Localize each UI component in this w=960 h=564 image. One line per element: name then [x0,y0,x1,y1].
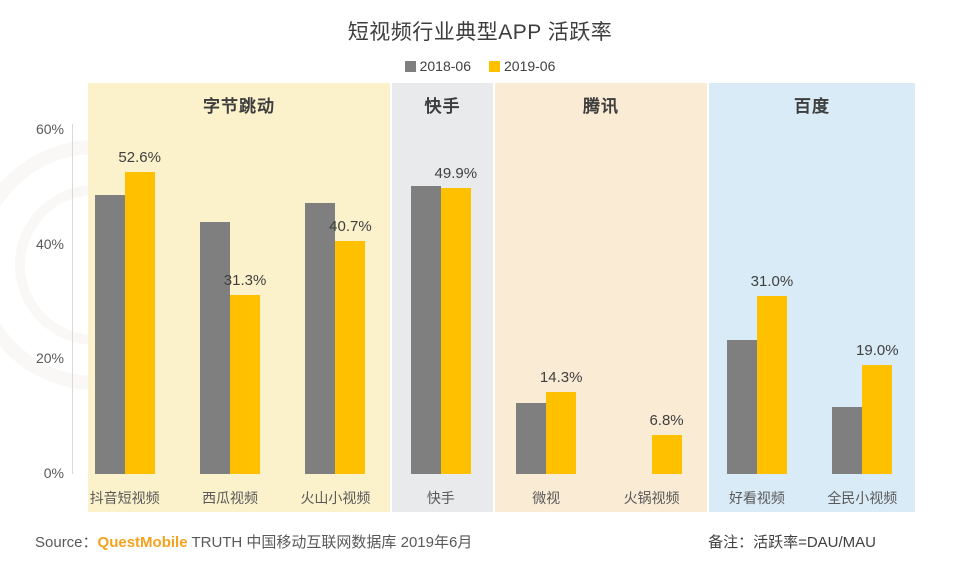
y-tick-label: 40% [35,235,64,252]
bar-2019-好看视频 [756,296,787,474]
bar-2018-好看视频 [726,340,757,474]
value-label: 31.0% [750,273,794,291]
y-tick-label: 0% [43,465,64,481]
x-axis-label: 好看视频 [728,490,785,506]
note-text: 备注：活跃率=DAU/MAU [708,534,876,551]
value-label: 52.6% [118,149,161,167]
source-line: Source：QuestMobile TRUTH 中国移动互联网数据库 2019… [35,531,472,552]
bar-2019-抖音短视频 [124,172,155,474]
bar-2019-微视 [546,392,577,474]
bar-2019-火山小视频 [335,240,366,474]
value-label: 14.3% [539,369,583,387]
y-tick-label: 20% [35,350,64,367]
value-label: 49.9% [434,164,478,182]
bar-2019-全民小视频 [862,365,893,474]
source-rest: TRUTH 中国移动互联网数据库 2019年6月 [187,534,473,551]
x-axis-label: 火山小视频 [300,490,371,506]
x-axis-label: 快手 [426,490,455,506]
source-prefix: Source： [35,534,98,551]
legend-swatch-icon [404,61,416,72]
bar-2018-西瓜视频 [200,221,231,474]
group-header: 快手 [424,97,461,116]
chart-legend: 2018-06 2019-06 [0,58,960,74]
bar-2019-火锅视频 [651,435,682,474]
legend-item-2018-06: 2018-06 [404,58,471,74]
x-axis-label: 火锅视频 [623,490,680,506]
bar-2018-快手 [410,186,441,474]
bar-2018-全民小视频 [832,406,863,474]
y-axis-line [72,124,73,474]
chart-title: 短视频行业典型APP 活跃率 [347,21,613,44]
x-axis-label: 抖音短视频 [89,490,160,506]
legend-label: 2018-06 [419,58,471,74]
x-axis-label: 西瓜视频 [202,490,259,506]
group-header: 百度 [794,97,830,116]
group-header: 字节跳动 [203,97,275,116]
source-brand: QuestMobile [97,534,188,551]
bar-2019-西瓜视频 [230,294,261,474]
legend-label: 2019-06 [504,58,556,74]
x-axis-label: 全民小视频 [827,490,898,506]
legend-swatch-icon [489,61,500,72]
y-tick-label: 60% [35,121,64,138]
bar-2018-抖音短视频 [94,194,125,474]
value-label: 6.8% [649,412,684,429]
bar-2018-火山小视频 [305,203,336,474]
value-label: 31.3% [223,271,267,289]
x-axis-label: 微视 [532,490,561,506]
value-label: 19.0% [856,342,899,360]
bar-2018-微视 [516,403,547,474]
value-label: 40.7% [329,217,372,235]
group-header: 腾讯 [583,97,619,116]
legend-item-2019-06: 2019-06 [489,58,555,74]
bar-2019-快手 [440,187,471,474]
